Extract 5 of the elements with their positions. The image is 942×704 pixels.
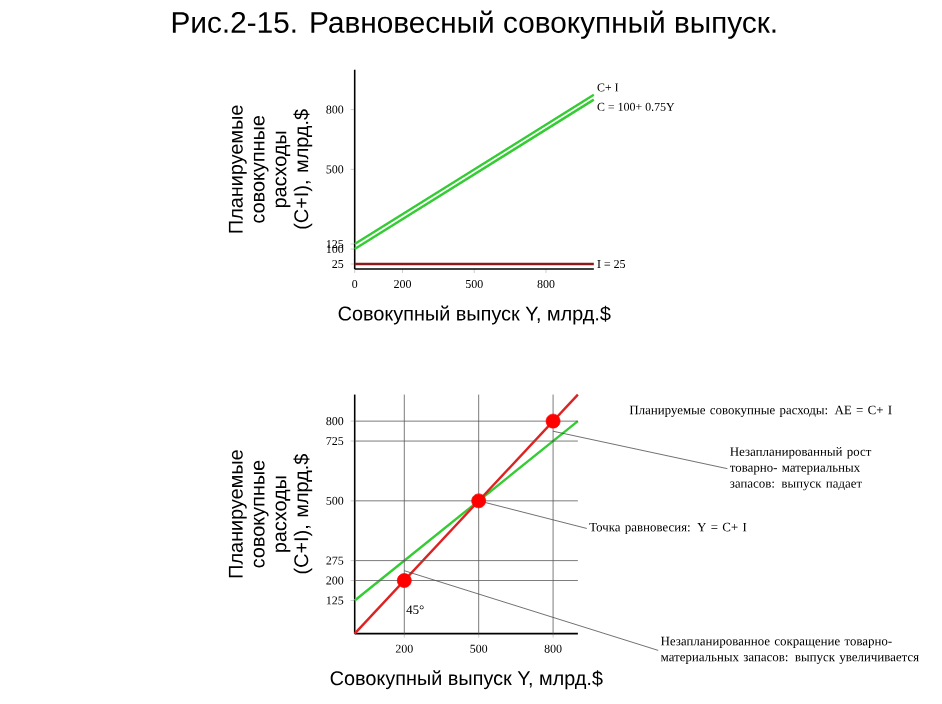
chart-title: Рис.2-15. Равновесный совокупный выпуск. (172, 10, 776, 40)
y-axis-title: Планируемые совокупные расходы (C+I), млрд.$ (228, 105, 313, 233)
x-axis-title: Совокупный выпуск Y, млрд.$ (330, 670, 603, 690)
x-axis-title: Совокупный выпуск Y, млрд.$ (338, 305, 611, 325)
y-axis-title: Планируемые совокупные расходы (C+I), млрд.$ (228, 450, 313, 578)
